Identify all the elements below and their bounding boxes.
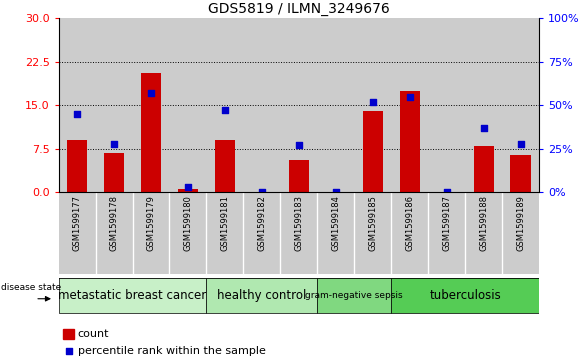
Bar [96, 18, 132, 192]
Bar [132, 18, 169, 192]
Point [183, 184, 193, 190]
Text: GSM1599178: GSM1599178 [110, 195, 118, 251]
Bar [355, 192, 391, 274]
Bar [206, 18, 243, 192]
Bar [391, 192, 428, 274]
Bar [280, 192, 318, 274]
Bar [473, 146, 494, 192]
Bar [104, 153, 124, 192]
Point [294, 142, 304, 148]
Bar [63, 329, 74, 339]
Bar [318, 18, 355, 192]
Bar [169, 18, 206, 192]
Text: GSM1599185: GSM1599185 [368, 195, 377, 251]
Text: GSM1599179: GSM1599179 [146, 195, 155, 251]
Bar [132, 192, 169, 274]
Bar [206, 192, 243, 274]
Point [331, 189, 340, 195]
Text: GSM1599177: GSM1599177 [73, 195, 81, 251]
Bar [96, 192, 132, 274]
Bar [502, 18, 539, 192]
Title: GDS5819 / ILMN_3249676: GDS5819 / ILMN_3249676 [208, 2, 390, 16]
Bar [318, 192, 355, 274]
Bar [355, 18, 391, 192]
Point [220, 107, 230, 113]
Bar [391, 18, 428, 192]
Bar [243, 192, 280, 274]
Text: healthy control: healthy control [217, 289, 306, 302]
Bar [169, 192, 206, 274]
Text: GSM1599183: GSM1599183 [294, 195, 304, 251]
Text: GSM1599189: GSM1599189 [516, 195, 525, 251]
Point [405, 94, 414, 99]
FancyBboxPatch shape [391, 278, 539, 313]
Text: GSM1599188: GSM1599188 [479, 195, 488, 251]
Text: GSM1599187: GSM1599187 [442, 195, 451, 251]
Text: metastatic breast cancer: metastatic breast cancer [59, 289, 207, 302]
Bar [243, 18, 280, 192]
Point [516, 141, 525, 147]
Text: GSM1599184: GSM1599184 [331, 195, 340, 251]
FancyBboxPatch shape [318, 278, 391, 313]
Bar [465, 18, 502, 192]
Point [110, 141, 119, 147]
Text: GSM1599186: GSM1599186 [406, 195, 414, 251]
Text: percentile rank within the sample: percentile rank within the sample [78, 346, 265, 356]
Point [479, 125, 488, 131]
FancyBboxPatch shape [206, 278, 318, 313]
Text: count: count [78, 329, 110, 339]
Bar [363, 111, 383, 192]
Bar [141, 73, 161, 192]
Text: gram-negative sepsis: gram-negative sepsis [305, 291, 403, 300]
Text: disease state: disease state [1, 284, 62, 292]
Bar [59, 192, 96, 274]
Point [146, 90, 156, 96]
Bar [465, 192, 502, 274]
Bar [428, 18, 465, 192]
Bar [289, 160, 309, 192]
Point [257, 189, 267, 195]
Point [442, 189, 451, 195]
Bar [510, 155, 531, 192]
Point [368, 99, 377, 105]
Bar [214, 140, 235, 192]
Point [73, 111, 82, 117]
FancyBboxPatch shape [59, 278, 206, 313]
Text: tuberculosis: tuberculosis [430, 289, 501, 302]
Bar [400, 91, 420, 192]
Text: GSM1599182: GSM1599182 [257, 195, 267, 251]
Bar [280, 18, 318, 192]
Point [64, 348, 73, 354]
Bar [428, 192, 465, 274]
Bar [178, 189, 198, 192]
Text: GSM1599181: GSM1599181 [220, 195, 230, 251]
Bar [59, 18, 96, 192]
Bar [502, 192, 539, 274]
Text: GSM1599180: GSM1599180 [183, 195, 192, 251]
Bar [67, 140, 87, 192]
